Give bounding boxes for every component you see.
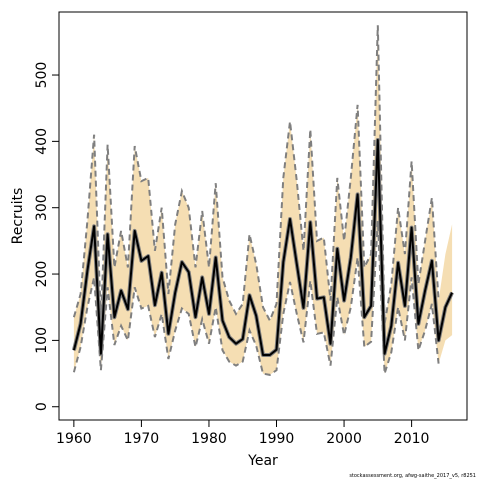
y-tick-label: 500 bbox=[34, 62, 50, 89]
lower-bound-line bbox=[72, 220, 440, 376]
x-axis-title: Year bbox=[247, 453, 278, 469]
x-axis: 1960 1970 1980 1990 2000 2010 bbox=[56, 419, 430, 447]
y-axis-title: Recruits bbox=[10, 188, 26, 245]
y-tick-label: 300 bbox=[34, 194, 50, 221]
y-tick-label: 200 bbox=[34, 261, 50, 288]
upper-bound-line bbox=[72, 25, 440, 324]
plot-content bbox=[71, 25, 454, 376]
x-tick-label: 1970 bbox=[124, 431, 160, 447]
y-tick-label: 100 bbox=[34, 327, 50, 354]
x-tick-label: 1990 bbox=[259, 431, 295, 447]
y-axis: 0 100 200 300 400 500 bbox=[34, 62, 60, 411]
x-tick-label: 2010 bbox=[394, 431, 430, 447]
x-tick-label: 2000 bbox=[326, 431, 362, 447]
x-tick-label: 1980 bbox=[191, 431, 227, 447]
y-tick-label: 400 bbox=[34, 128, 50, 155]
credit-text: stockassessment.org, afwg-saithe_2017_v5… bbox=[349, 473, 476, 479]
estimate-line bbox=[72, 139, 454, 356]
y-tick-label: 0 bbox=[34, 402, 50, 411]
x-tick-label: 1960 bbox=[56, 431, 92, 447]
